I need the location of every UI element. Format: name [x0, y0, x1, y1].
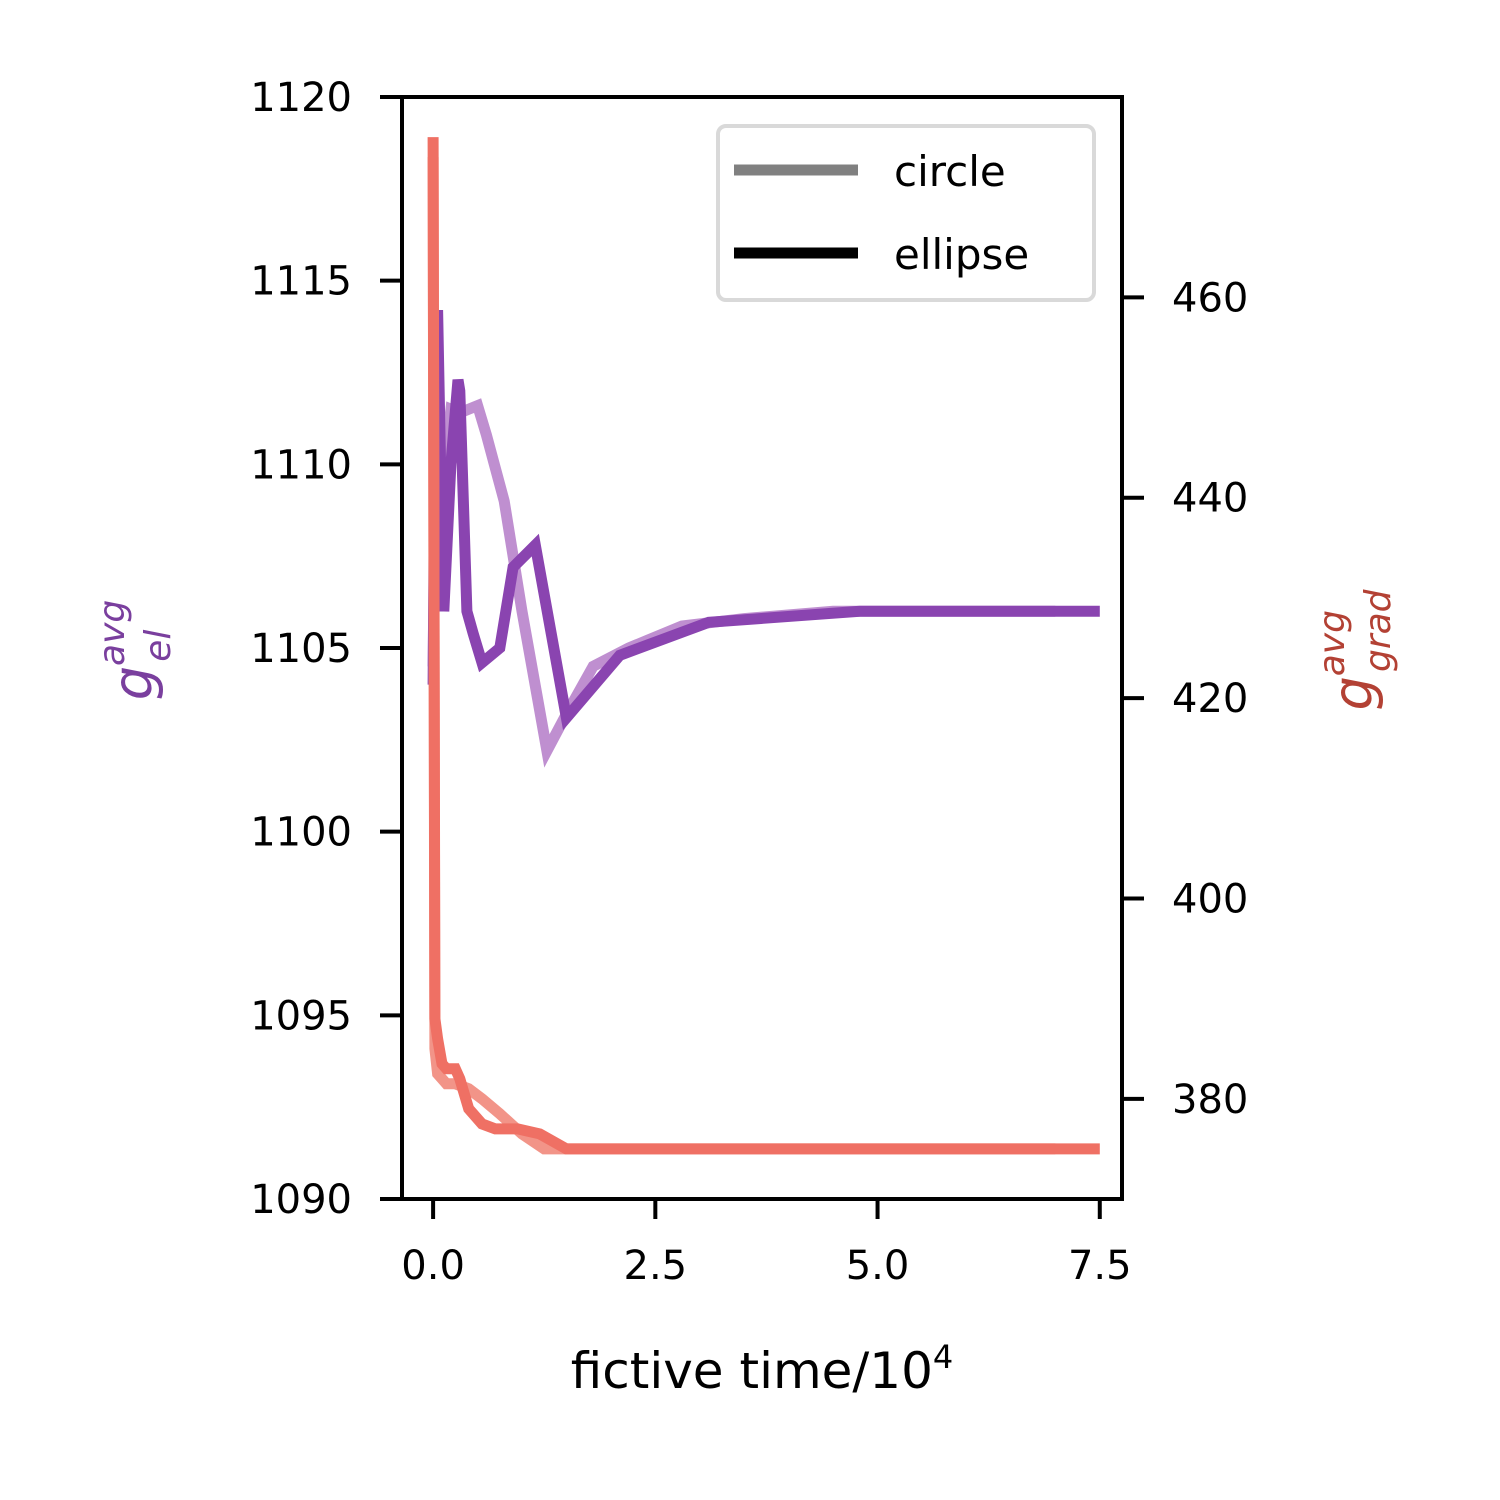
y-left-axis-label: gavg el: [92, 600, 179, 701]
y-left-tick-label: 1120: [250, 75, 352, 121]
y-left-label-sub: el: [138, 630, 179, 662]
y-left-tick-label: 1105: [250, 626, 352, 672]
y-right-tick-label: 460: [1172, 275, 1248, 321]
y-right-axis-label: gavg grad: [1312, 588, 1399, 710]
y-right-tick-label: 420: [1172, 676, 1248, 722]
y-left-tick-label: 1090: [250, 1177, 352, 1223]
x-tick-label: 0.0: [401, 1243, 465, 1289]
y-right-label-sup: avg: [1312, 610, 1353, 676]
y-left-tick-label: 1100: [250, 810, 352, 856]
series-line-right-ellipse: [427, 137, 1100, 1155]
y-left-label-main: g: [102, 666, 165, 700]
legend-label-ellipse: ellipse: [894, 230, 1029, 279]
legend-label-circle: circle: [894, 147, 1006, 196]
x-axis-label-exponent: 4: [933, 1338, 953, 1376]
y-left-axis-ticks: 1090 1095 1100 1105 1110 1115 1120: [250, 75, 402, 1223]
x-axis-label: fictive time/104: [571, 1338, 954, 1400]
y-left-tick-label: 1110: [250, 442, 352, 488]
legend: circle ellipse: [716, 124, 1096, 302]
y-right-axis-ticks: 380 400 420 440 460: [1122, 275, 1248, 1123]
x-tick-label: 5.0: [846, 1243, 910, 1289]
y-right-label-sub: grad: [1358, 588, 1399, 672]
y-left-tick-label: 1115: [250, 259, 352, 305]
x-axis-ticks: 0.0 2.5 5.0 7.5: [401, 1199, 1132, 1289]
y-right-tick-label: 400: [1172, 876, 1248, 922]
series-line-left-ellipse: [427, 309, 1100, 731]
x-tick-label: 7.5: [1068, 1243, 1132, 1289]
series-layer: [427, 137, 1100, 1155]
x-tick-label: 2.5: [624, 1243, 688, 1289]
y-left-tick-label: 1095: [250, 993, 352, 1039]
y-right-tick-label: 380: [1172, 1077, 1248, 1123]
y-left-label-sup: avg: [92, 600, 133, 666]
y-right-tick-label: 440: [1172, 476, 1248, 522]
y-right-label-main: g: [1322, 676, 1385, 710]
